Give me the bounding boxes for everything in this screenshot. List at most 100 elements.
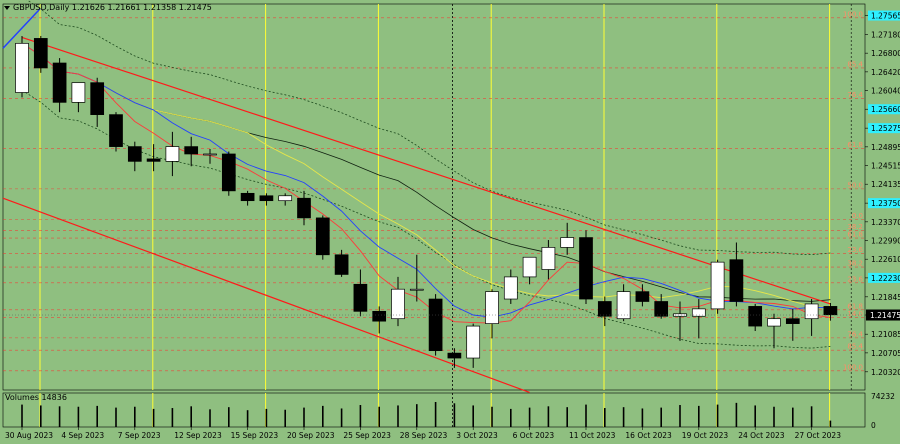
- candle-bull: [203, 153, 217, 156]
- envelope-lower: [21, 89, 831, 349]
- candle-bear: [146, 158, 161, 162]
- candle-bear: [447, 352, 462, 359]
- candle-bull: [673, 313, 687, 317]
- candle-bull: [710, 261, 725, 310]
- volume-pane: [2, 392, 866, 428]
- candle-bull: [278, 195, 293, 202]
- x-tick-label: 3 Oct 2023: [456, 431, 498, 440]
- candle-bull: [503, 276, 518, 300]
- fib-level-label: 23.6: [847, 275, 863, 283]
- x-tick-label: 11 Oct 2023: [569, 431, 616, 440]
- candle-bull: [616, 291, 631, 320]
- fib-level-label: 85.4: [847, 343, 863, 351]
- envelope-upper: [26, 0, 831, 256]
- x-tick-label: 6 Oct 2023: [513, 431, 555, 440]
- candle-bear: [221, 153, 236, 192]
- fib-level-label: 38.2: [847, 223, 863, 231]
- x-tick-label: 16 Oct 2023: [625, 431, 672, 440]
- candle-bear: [823, 306, 838, 316]
- ma-13-line: [21, 42, 831, 309]
- y-tick-label: 1.22230: [871, 274, 900, 283]
- y-tick-label: 1.23370: [871, 218, 900, 227]
- price-badge: [868, 198, 900, 209]
- candle-bear: [127, 146, 142, 162]
- candle-bear: [654, 301, 669, 317]
- candle-bear: [334, 254, 349, 275]
- candle-bull: [560, 237, 575, 248]
- volume-label: Volumes 14836: [5, 393, 67, 402]
- menu-arrow-icon: [4, 6, 10, 10]
- y-tick-label: 1.21085: [871, 330, 900, 339]
- fib-level-label: 23.6: [847, 246, 863, 254]
- channel-upper-line: [21, 36, 831, 305]
- candle-bull: [485, 291, 499, 324]
- candle-bear: [635, 291, 650, 302]
- candle-bull: [409, 288, 424, 291]
- candle-bear: [785, 318, 800, 324]
- current-price-label: 1.21475: [870, 311, 900, 320]
- ma-8-line: [21, 42, 831, 318]
- volume-zero-label: 0: [871, 421, 876, 430]
- candle-bull: [15, 42, 29, 93]
- x-tick-label: 15 Sep 2023: [231, 431, 279, 440]
- candle-bear: [597, 301, 612, 317]
- candle-bear: [297, 197, 311, 219]
- x-tick-label: 24 Oct 2023: [738, 431, 785, 440]
- y-tick-label: 1.23750: [871, 199, 900, 208]
- x-tick-label: 27 Oct 2023: [795, 431, 842, 440]
- candle-bear: [52, 62, 67, 103]
- y-tick-label: 1.20320: [871, 368, 900, 377]
- channel-lower-line: [2, 197, 530, 394]
- x-tick-label: 20 Sep 2023: [287, 431, 335, 440]
- candle-bull: [522, 256, 537, 278]
- candle-bear: [90, 82, 105, 115]
- x-tick-label: 12 Sep 2023: [174, 431, 222, 440]
- y-tick-label: 1.27565: [871, 12, 900, 21]
- candle-bear: [240, 192, 255, 202]
- fib-level-label: 76.4: [847, 91, 863, 99]
- y-tick-label: 1.21845: [871, 293, 900, 302]
- fib-level-label: 0.0: [852, 212, 863, 220]
- fib-level-label: 76.4: [847, 330, 863, 338]
- fib-level-label: 85.4: [847, 60, 863, 68]
- candle-bear: [428, 298, 443, 352]
- trend-line-blue: [2, 8, 41, 49]
- fib-level-label: 50.0: [847, 181, 863, 189]
- x-tick-label: 25 Sep 2023: [343, 431, 391, 440]
- price-badge: [868, 272, 900, 283]
- fib-level-label: 61.8: [847, 231, 863, 239]
- x-tick-label: 28 Sep 2023: [400, 431, 448, 440]
- fib-level-label: 100.0: [843, 363, 863, 371]
- y-tick-label: 1.22990: [871, 237, 900, 246]
- candle-bear: [579, 237, 593, 300]
- price-badge: [868, 10, 900, 21]
- y-tick-label: 1.26420: [871, 68, 900, 77]
- candle-bull: [71, 82, 86, 103]
- candle-bear: [184, 146, 199, 155]
- fib-level-label: 61.8: [847, 141, 863, 149]
- y-tick-label: 1.27180: [871, 30, 900, 39]
- price-badge: [868, 123, 900, 134]
- y-tick-label: 1.20705: [871, 349, 900, 358]
- candle-bear: [315, 217, 330, 256]
- y-tick-label: 1.24515: [871, 162, 900, 171]
- chart-title: GBPUSD,Daily 1.21626 1.21661 1.21358 1.2…: [13, 3, 212, 12]
- y-tick-label: 1.24895: [871, 143, 900, 152]
- candle-bull: [541, 247, 556, 270]
- candle-bull: [767, 318, 781, 327]
- price-badge: [868, 104, 900, 115]
- candle-bull: [804, 303, 819, 320]
- candle-bear: [259, 195, 274, 202]
- candle-bear: [748, 306, 763, 327]
- y-tick-label: 1.25660: [871, 105, 900, 114]
- fib-level-label: 61.8: [847, 302, 863, 310]
- y-tick-label: 1.26800: [871, 49, 900, 58]
- fib-level-label: 38.2: [847, 260, 863, 268]
- candle-bear: [33, 38, 48, 69]
- y-tick-label: 1.24135: [871, 180, 900, 189]
- x-tick-label: 7 Sep 2023: [118, 431, 161, 440]
- current-price-badge: [866, 309, 900, 321]
- fib-level-label: 100.0: [843, 10, 863, 18]
- candle-bear: [729, 259, 744, 302]
